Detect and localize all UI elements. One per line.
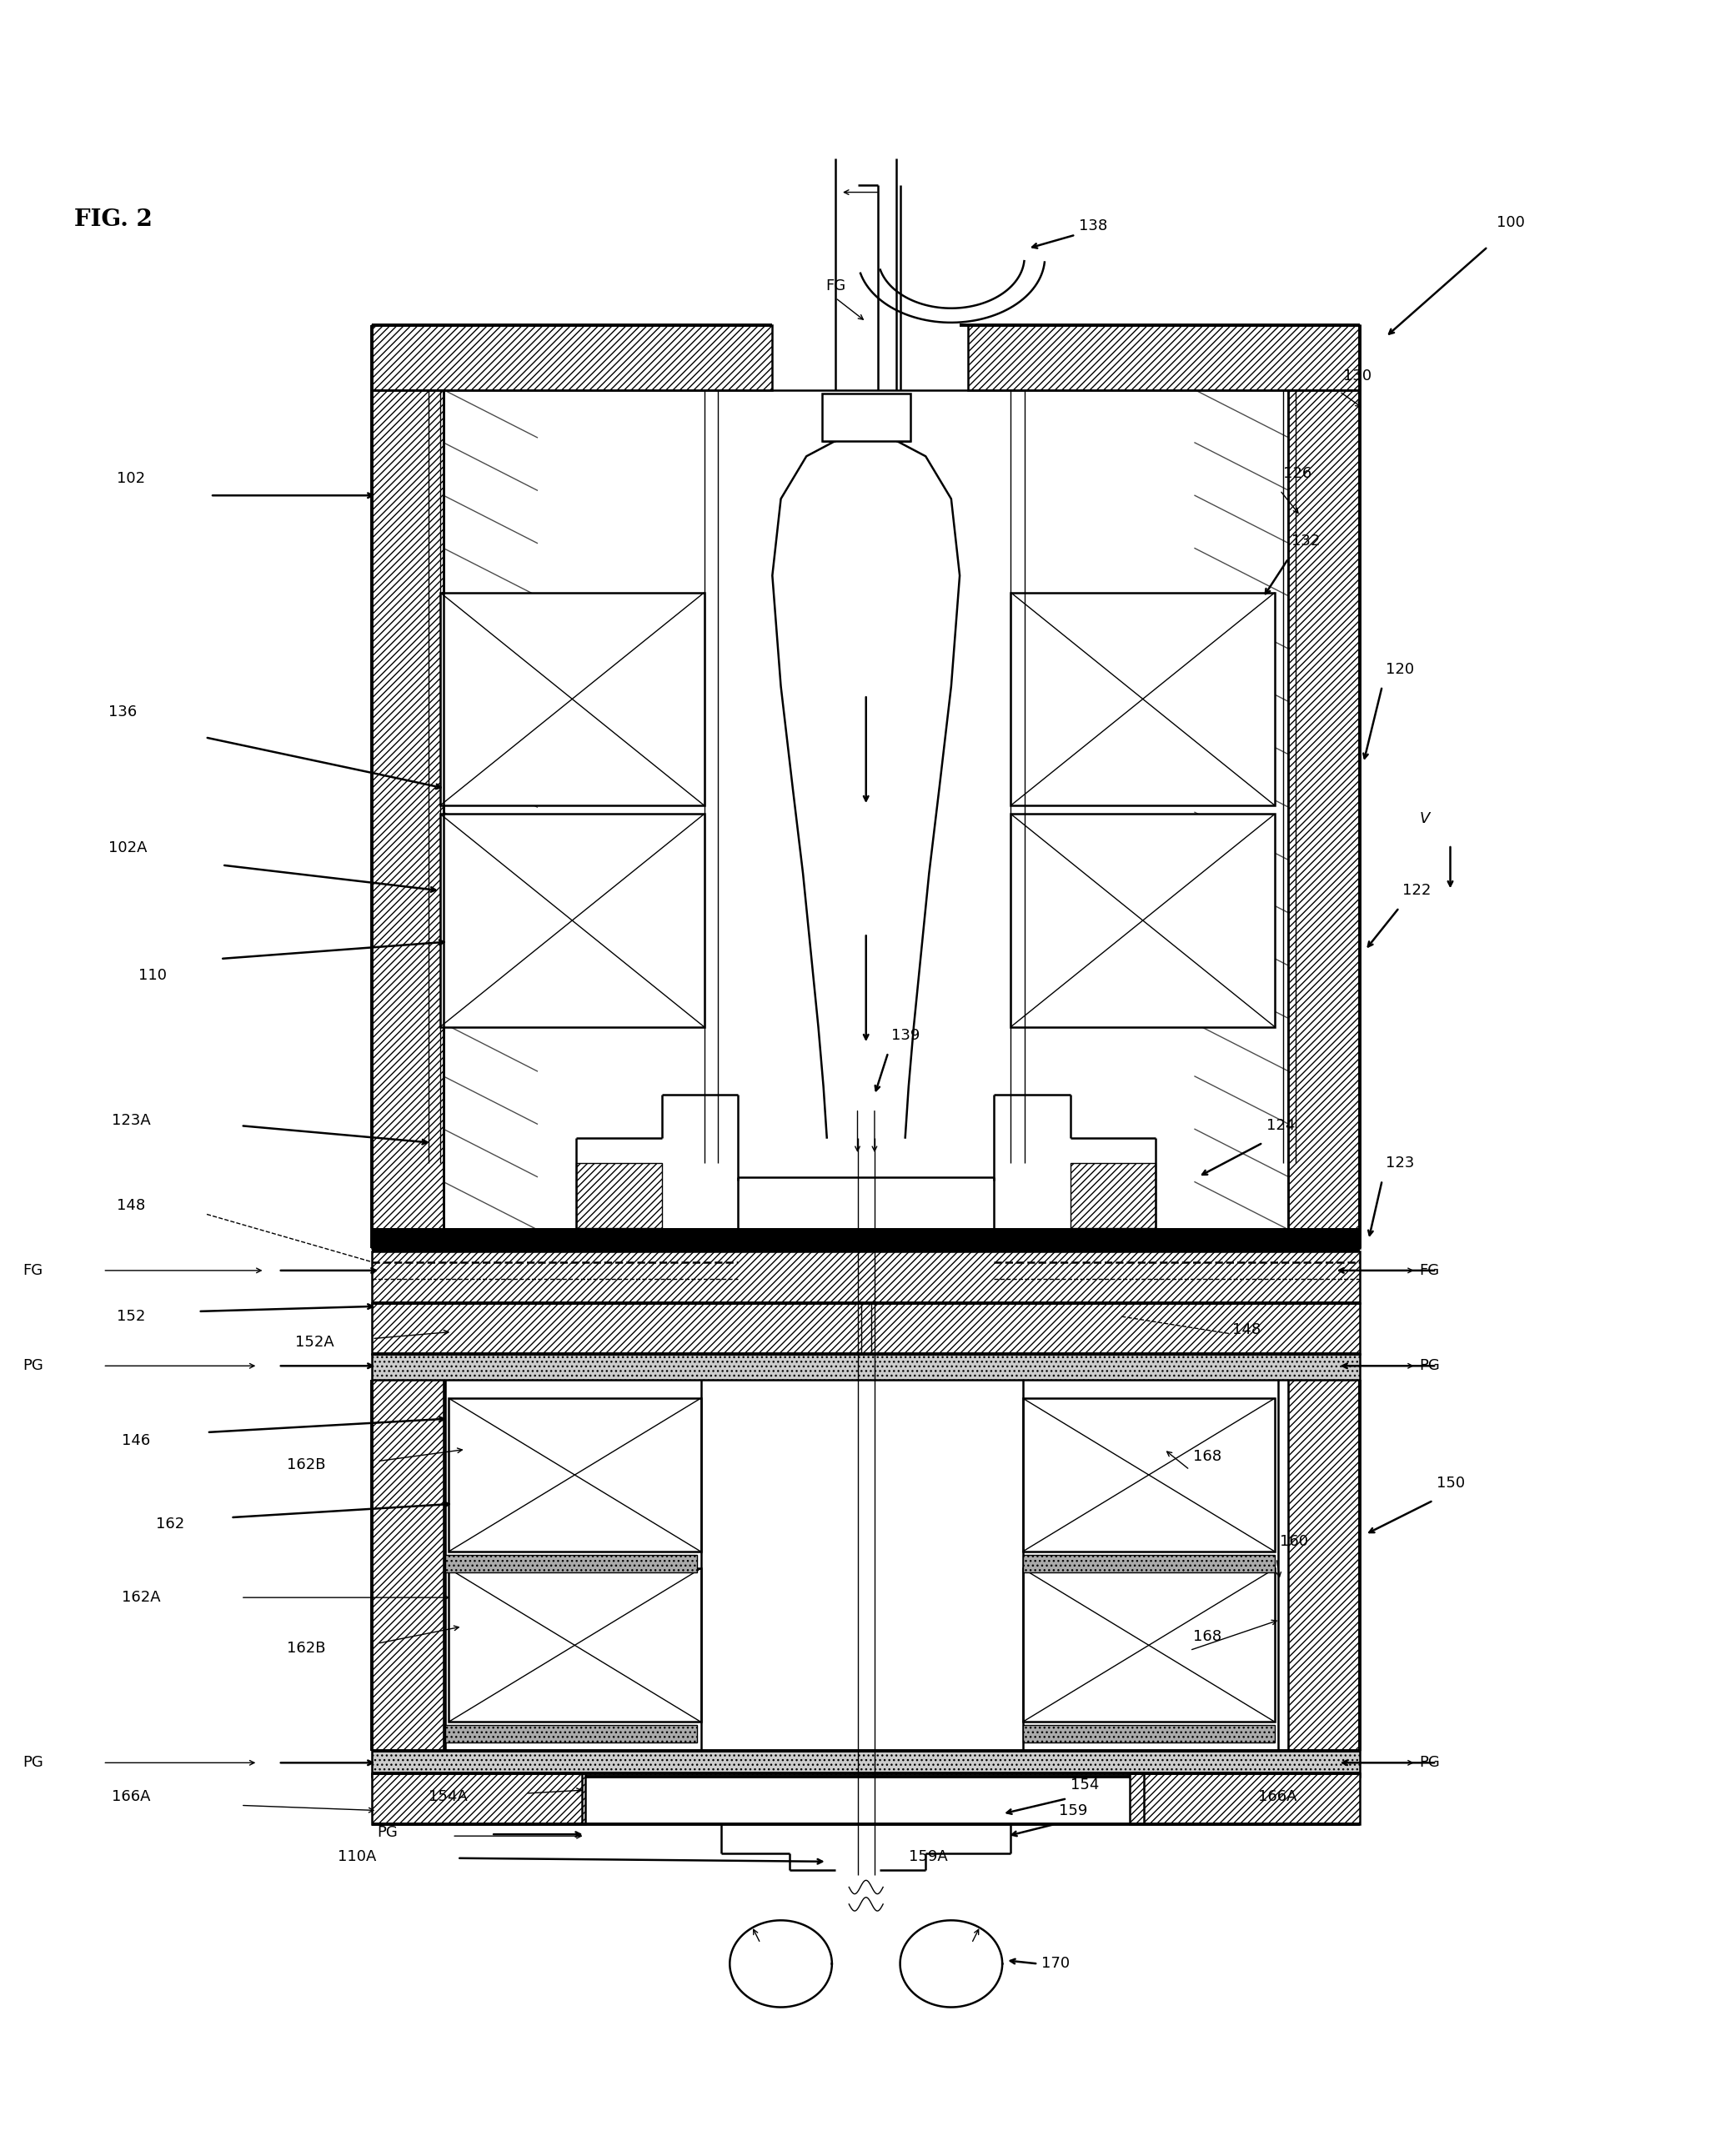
Bar [372, 1380, 444, 1751]
Text: PG: PG [377, 1826, 398, 1839]
Text: FG: FG [22, 1263, 43, 1279]
Bar [1010, 815, 1274, 1026]
Text: 154A: 154A [429, 1789, 466, 1805]
Text: 152A: 152A [295, 1335, 334, 1350]
Bar [1130, 1772, 1360, 1824]
Text: 102A: 102A [108, 841, 147, 856]
Text: V: V [1420, 811, 1430, 826]
Bar [1022, 1570, 1274, 1723]
Text: 148: 148 [1233, 1322, 1261, 1337]
Bar [449, 1399, 701, 1552]
Text: 160: 160 [1279, 1533, 1309, 1548]
Bar [446, 1554, 698, 1572]
Text: 110: 110 [139, 968, 166, 983]
Bar [1022, 1399, 1274, 1552]
Text: 166A: 166A [1257, 1789, 1297, 1805]
Text: 124: 124 [1266, 1119, 1295, 1134]
Bar [969, 326, 1360, 390]
Text: FIG. 2: FIG. 2 [74, 209, 153, 231]
Bar [372, 1253, 1360, 1302]
Bar [1022, 1725, 1274, 1742]
Text: 138: 138 [1079, 218, 1108, 233]
Text: 110A: 110A [338, 1850, 377, 1865]
Bar [372, 1229, 1360, 1253]
Text: 126: 126 [1283, 466, 1312, 481]
Text: 166A: 166A [111, 1789, 151, 1805]
Text: 136: 136 [108, 705, 137, 720]
Text: 148: 148 [117, 1199, 146, 1214]
Bar [446, 1725, 698, 1742]
Text: 159: 159 [1058, 1802, 1087, 1818]
Text: 130: 130 [1343, 369, 1372, 384]
Text: 123: 123 [1386, 1156, 1415, 1171]
Bar [1022, 1554, 1274, 1572]
Text: 150: 150 [1437, 1477, 1465, 1492]
Text: 162A: 162A [122, 1589, 161, 1604]
Bar [821, 392, 911, 442]
Text: 122: 122 [1403, 884, 1432, 899]
Bar [372, 1751, 1360, 1777]
Text: 120: 120 [1386, 662, 1413, 677]
Bar [449, 1570, 701, 1723]
Text: 162: 162 [156, 1518, 184, 1531]
Bar [1288, 1380, 1360, 1751]
Bar [372, 1772, 585, 1824]
Bar [441, 815, 705, 1026]
Text: 162B: 162B [286, 1457, 326, 1473]
Bar [441, 593, 705, 806]
Text: 168: 168 [1194, 1630, 1221, 1645]
Text: 154: 154 [1070, 1777, 1099, 1792]
Bar [372, 390, 444, 1248]
Text: 102: 102 [117, 470, 146, 485]
Text: PG: PG [22, 1755, 43, 1770]
Bar [372, 1354, 1360, 1380]
Text: FG: FG [1420, 1263, 1441, 1279]
Bar [1288, 390, 1360, 1248]
Bar [372, 1302, 1360, 1354]
Text: 168: 168 [1194, 1449, 1221, 1464]
Text: 170: 170 [1041, 1955, 1070, 1971]
Text: PG: PG [1420, 1755, 1441, 1770]
Bar [1070, 1164, 1156, 1229]
Bar [1010, 593, 1274, 806]
Text: 123A: 123A [111, 1112, 151, 1128]
Text: 100: 100 [1495, 216, 1525, 231]
Text: PG: PG [1420, 1358, 1441, 1373]
Text: 159A: 159A [909, 1850, 948, 1865]
Text: 139: 139 [892, 1028, 921, 1044]
Text: 146: 146 [122, 1434, 151, 1449]
Text: FG: FG [825, 278, 845, 293]
Text: 132: 132 [1291, 535, 1321, 550]
Bar [576, 1164, 662, 1229]
Text: 162B: 162B [286, 1641, 326, 1656]
Text: PG: PG [22, 1358, 43, 1373]
Bar [372, 326, 772, 390]
Text: 152: 152 [117, 1309, 146, 1324]
